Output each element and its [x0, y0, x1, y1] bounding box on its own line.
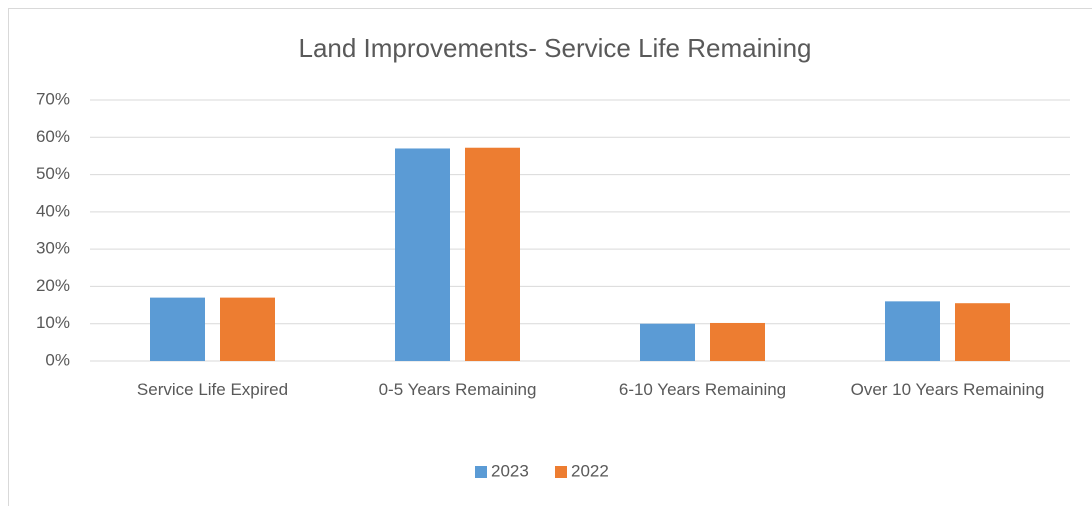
- y-tick-label: 40%: [36, 201, 70, 220]
- x-tick-label: Over 10 Years Remaining: [850, 380, 1045, 399]
- bar: [710, 322, 765, 361]
- bar: [885, 301, 940, 361]
- y-tick-label: 70%: [36, 89, 70, 108]
- legend-swatch: [475, 466, 487, 478]
- y-tick-label: 30%: [36, 239, 70, 258]
- y-tick-label: 20%: [36, 276, 70, 295]
- y-tick-label: 0%: [45, 350, 70, 369]
- x-tick-label: Service Life Expired: [136, 380, 289, 399]
- bar: [640, 323, 695, 361]
- chart-title: Land Improvements- Service Life Remainin…: [298, 33, 811, 63]
- legend-label: 2023: [491, 461, 529, 480]
- bar: [955, 303, 1010, 361]
- y-tick-label: 50%: [36, 164, 70, 183]
- bar: [395, 148, 450, 361]
- y-tick-label: 10%: [36, 313, 70, 332]
- bar: [220, 297, 275, 361]
- bar: [150, 297, 205, 361]
- legend-label: 2022: [571, 461, 609, 480]
- chart-border: [8, 8, 1092, 506]
- legend-swatch: [555, 466, 567, 478]
- x-tick-label: 0-5 Years Remaining: [378, 380, 537, 399]
- x-tick-label: 6-10 Years Remaining: [618, 380, 787, 399]
- bar: [465, 147, 520, 361]
- y-tick-label: 60%: [36, 127, 70, 146]
